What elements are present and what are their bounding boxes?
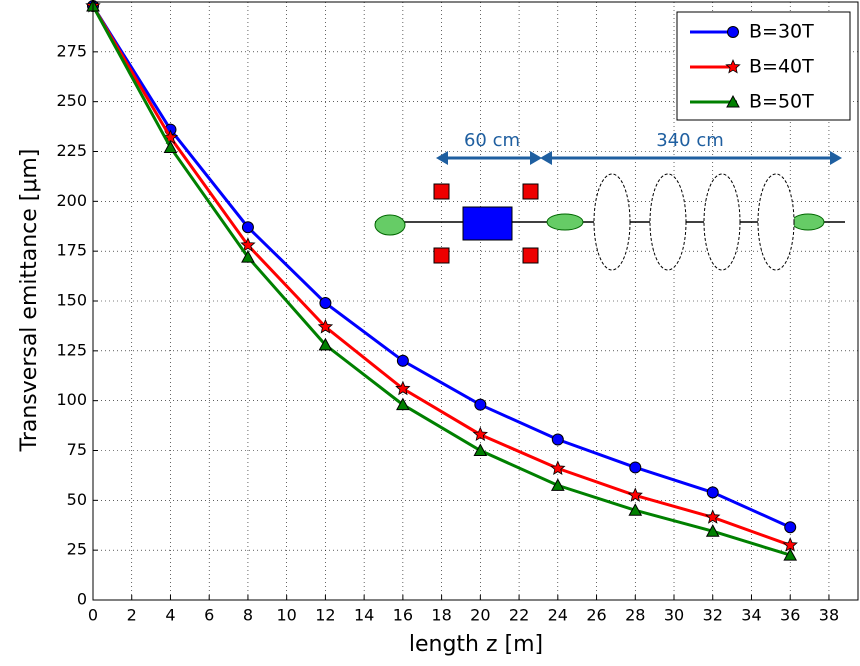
inset-diagram: 60 cm 340 cm — [374, 130, 845, 271]
bunch — [546, 213, 584, 231]
bunch — [374, 214, 406, 236]
marker — [163, 140, 178, 154]
x-tick-label: 28 — [625, 606, 645, 625]
marker — [472, 426, 489, 442]
marker — [318, 337, 333, 351]
marker — [396, 354, 409, 367]
x-tick-label: 20 — [470, 606, 490, 625]
y-tick-label: 125 — [56, 340, 87, 359]
series-line — [91, 5, 791, 529]
arrow-head — [436, 151, 448, 165]
x-tick-label: 30 — [664, 606, 684, 625]
solenoid — [462, 206, 513, 241]
x-tick-label: 22 — [509, 606, 529, 625]
marker — [727, 26, 739, 38]
coil — [522, 183, 539, 200]
x-tick-label: 16 — [393, 606, 413, 625]
coil — [433, 247, 450, 264]
marker — [241, 250, 255, 263]
y-tick-label: 250 — [56, 91, 87, 110]
x-tick-label: 32 — [703, 606, 723, 625]
marker — [627, 487, 643, 502]
marker — [319, 296, 332, 309]
legend-label: B=30T — [749, 21, 814, 43]
marker — [241, 221, 254, 234]
annotation: 340 cm — [656, 130, 724, 151]
marker — [474, 398, 487, 411]
y-tick-label: 25 — [67, 540, 87, 559]
y-tick-label: 0 — [77, 590, 87, 609]
y-axis-label: Transversal emittance [μm] — [17, 149, 42, 453]
marker — [473, 443, 488, 456]
cavity — [757, 173, 795, 271]
marker — [705, 509, 721, 524]
x-tick-label: 0 — [88, 606, 98, 625]
y-tick-label: 275 — [56, 41, 87, 60]
y-tick-label: 50 — [67, 490, 87, 509]
arrow-head — [830, 151, 842, 165]
y-tick-label: 100 — [56, 390, 87, 409]
x-tick-label: 38 — [819, 606, 839, 625]
cavity — [703, 173, 741, 271]
x-tick-label: 18 — [431, 606, 451, 625]
x-tick-label: 8 — [243, 606, 253, 625]
marker — [396, 397, 410, 411]
x-tick-label: 26 — [586, 606, 606, 625]
x-tick-label: 6 — [204, 606, 214, 625]
marker — [550, 460, 566, 475]
x-tick-label: 14 — [354, 606, 374, 625]
coil — [522, 247, 539, 264]
marker — [240, 237, 256, 252]
y-tick-label: 175 — [56, 241, 87, 260]
series-line — [91, 5, 791, 547]
y-tick-label: 75 — [67, 440, 87, 459]
x-tick-label: 10 — [276, 606, 296, 625]
marker — [317, 318, 334, 334]
marker — [551, 433, 564, 446]
x-tick-label: 4 — [165, 606, 175, 625]
arrow-head — [540, 151, 552, 165]
x-axis-label: length z [m] — [409, 632, 543, 657]
marker — [783, 548, 798, 561]
marker — [784, 521, 797, 534]
y-tick-label: 150 — [56, 291, 87, 310]
coil — [433, 183, 450, 200]
marker — [726, 94, 740, 108]
legend-label: B=40T — [749, 56, 814, 78]
marker — [706, 486, 719, 499]
annotation: 60 cm — [464, 130, 520, 151]
x-tick-label: 34 — [741, 606, 761, 625]
marker — [629, 461, 642, 474]
y-tick-label: 225 — [56, 141, 87, 160]
plot-frame — [92, 1, 859, 601]
cavity — [649, 173, 687, 271]
x-tick-label: 12 — [315, 606, 335, 625]
y-tick-label: 200 — [56, 191, 87, 210]
marker — [395, 380, 411, 396]
arrow-head — [530, 151, 542, 165]
legend-label: B=50T — [749, 91, 814, 113]
bunch — [791, 213, 825, 231]
series-line — [91, 5, 791, 557]
cavity — [593, 173, 631, 271]
x-tick-label: 36 — [780, 606, 800, 625]
marker — [628, 503, 643, 516]
marker — [725, 58, 741, 74]
x-tick-label: 2 — [127, 606, 137, 625]
marker — [705, 524, 720, 537]
x-tick-label: 24 — [548, 606, 568, 625]
marker — [550, 478, 565, 491]
